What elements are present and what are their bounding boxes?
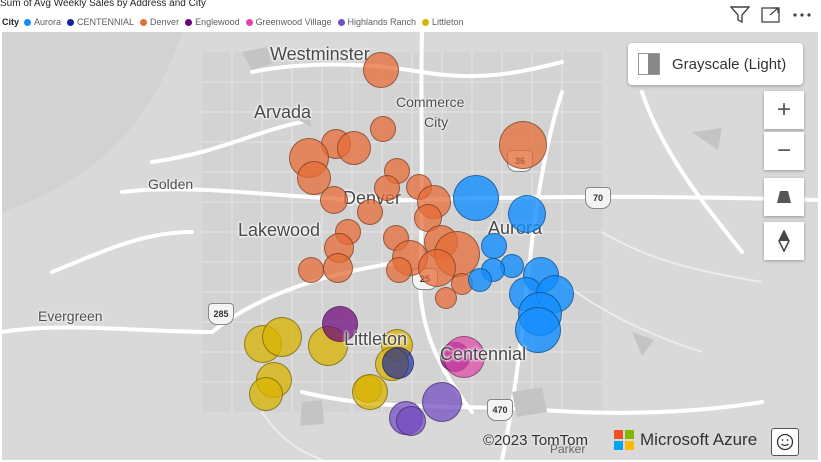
bubble-centennial[interactable] — [382, 347, 414, 379]
legend-item-highlands-ranch[interactable]: Highlands Ranch — [337, 17, 417, 27]
focus-mode-icon[interactable] — [758, 4, 784, 26]
visual-title: Sum of Avg Weekly Sales by Address and C… — [0, 0, 206, 9]
filter-icon[interactable] — [727, 4, 753, 26]
bubble-denver[interactable] — [320, 186, 348, 214]
map-label-lakewood: Lakewood — [238, 220, 321, 240]
legend-dot — [185, 18, 193, 26]
bubble-denver[interactable] — [298, 257, 324, 283]
legend-label: Englewood — [195, 17, 240, 27]
route-shield-285: 285 — [208, 303, 234, 325]
map-label-commerce-city: Commerce — [396, 94, 465, 110]
map-label-westminster: Westminster — [270, 44, 370, 64]
bubble-denver[interactable] — [370, 116, 396, 142]
legend-label: Denver — [150, 17, 180, 27]
bubble-aurora[interactable] — [515, 307, 561, 353]
bubble-aurora[interactable] — [481, 233, 507, 259]
legend-item-centennial[interactable]: CENTENNIAL — [67, 17, 134, 27]
microsoft-azure-logo: Microsoft Azure — [614, 430, 757, 450]
provider-name: Microsoft Azure — [640, 430, 758, 449]
bubble-highlands-ranch[interactable] — [396, 406, 426, 436]
bubble-littleton[interactable] — [262, 317, 302, 357]
bubble-denver[interactable] — [499, 121, 547, 169]
map-canvas[interactable]: Westminster Arvada Commerce City Golden … — [2, 32, 818, 460]
route-shield-470: 470 — [487, 399, 513, 421]
legend-dot — [422, 18, 430, 26]
legend-dot — [245, 18, 253, 26]
legend-dot — [67, 18, 75, 26]
legend-label: Highlands Ranch — [347, 17, 417, 27]
bubble-denver[interactable] — [337, 131, 371, 165]
map-copyright: ©2023 TomTom — [483, 432, 588, 449]
legend-label: CENTENNIAL — [77, 17, 135, 27]
bubble-littleton[interactable] — [249, 377, 283, 411]
legend-dot — [140, 18, 148, 26]
map-label-commerce-city-2: City — [424, 114, 449, 130]
bubble-littleton[interactable] — [352, 374, 388, 410]
map-label-parker: Parker — [550, 442, 586, 456]
legend-dot — [337, 18, 345, 26]
map-label-littleton: Littleton — [344, 329, 408, 349]
legend-dot — [24, 18, 32, 26]
bubble-denver[interactable] — [374, 175, 400, 201]
legend-label: Aurora — [34, 17, 62, 27]
smiley-icon — [776, 433, 794, 451]
bubble-highlands-ranch[interactable] — [422, 382, 462, 422]
bubble-denver[interactable] — [418, 249, 456, 287]
pitch-button[interactable] — [764, 178, 804, 216]
map-style-label: Grayscale (Light) — [672, 55, 787, 73]
legend-item-englewood[interactable]: Englewood — [185, 17, 240, 27]
more-options-icon[interactable] — [789, 4, 815, 26]
bubble-denver[interactable] — [363, 52, 399, 88]
route-shield-70: 70 — [585, 187, 611, 209]
zoom-in-button[interactable]: + — [764, 91, 804, 129]
legend-item-aurora[interactable]: Aurora — [24, 17, 61, 27]
bubble-denver[interactable] — [323, 253, 353, 283]
zoom-out-button[interactable]: − — [764, 132, 804, 170]
pitch-icon — [777, 191, 791, 203]
bubble-denver[interactable] — [357, 199, 383, 225]
legend-title: City — [2, 17, 20, 27]
map-label-arvada: Arvada — [254, 102, 312, 122]
feedback-button[interactable] — [771, 428, 799, 456]
map-label-golden: Golden — [148, 176, 194, 192]
bubble-denver[interactable] — [386, 257, 412, 283]
compass-icon — [778, 230, 790, 252]
legend-label: Littleton — [432, 17, 464, 27]
compass-button[interactable] — [764, 222, 804, 260]
bubble-aurora[interactable] — [508, 195, 546, 233]
map-label-centennial: Centennial — [440, 344, 527, 364]
legend-item-littleton[interactable]: Littleton — [422, 17, 464, 27]
bubble-aurora[interactable] — [468, 268, 492, 292]
legend-item-greenwood-village[interactable]: Greenwood Village — [245, 17, 332, 27]
legend-label: Greenwood Village — [255, 17, 332, 27]
legend-item-denver[interactable]: Denver — [140, 17, 179, 27]
bubble-englewood[interactable] — [322, 306, 358, 342]
bubble-aurora[interactable] — [453, 175, 499, 221]
map-style-picker[interactable]: Grayscale (Light) — [628, 43, 803, 85]
bubble-greenwood-village[interactable] — [443, 336, 485, 378]
map-style-swatch-icon — [638, 53, 660, 75]
visual-header-icons — [722, 4, 815, 26]
map-label-evergreen: Evergreen — [38, 308, 103, 324]
microsoft-logo-icon — [614, 430, 634, 450]
legend: City Aurora CENTENNIAL Denver Englewood … — [2, 14, 470, 30]
bubble-denver[interactable] — [435, 287, 457, 309]
